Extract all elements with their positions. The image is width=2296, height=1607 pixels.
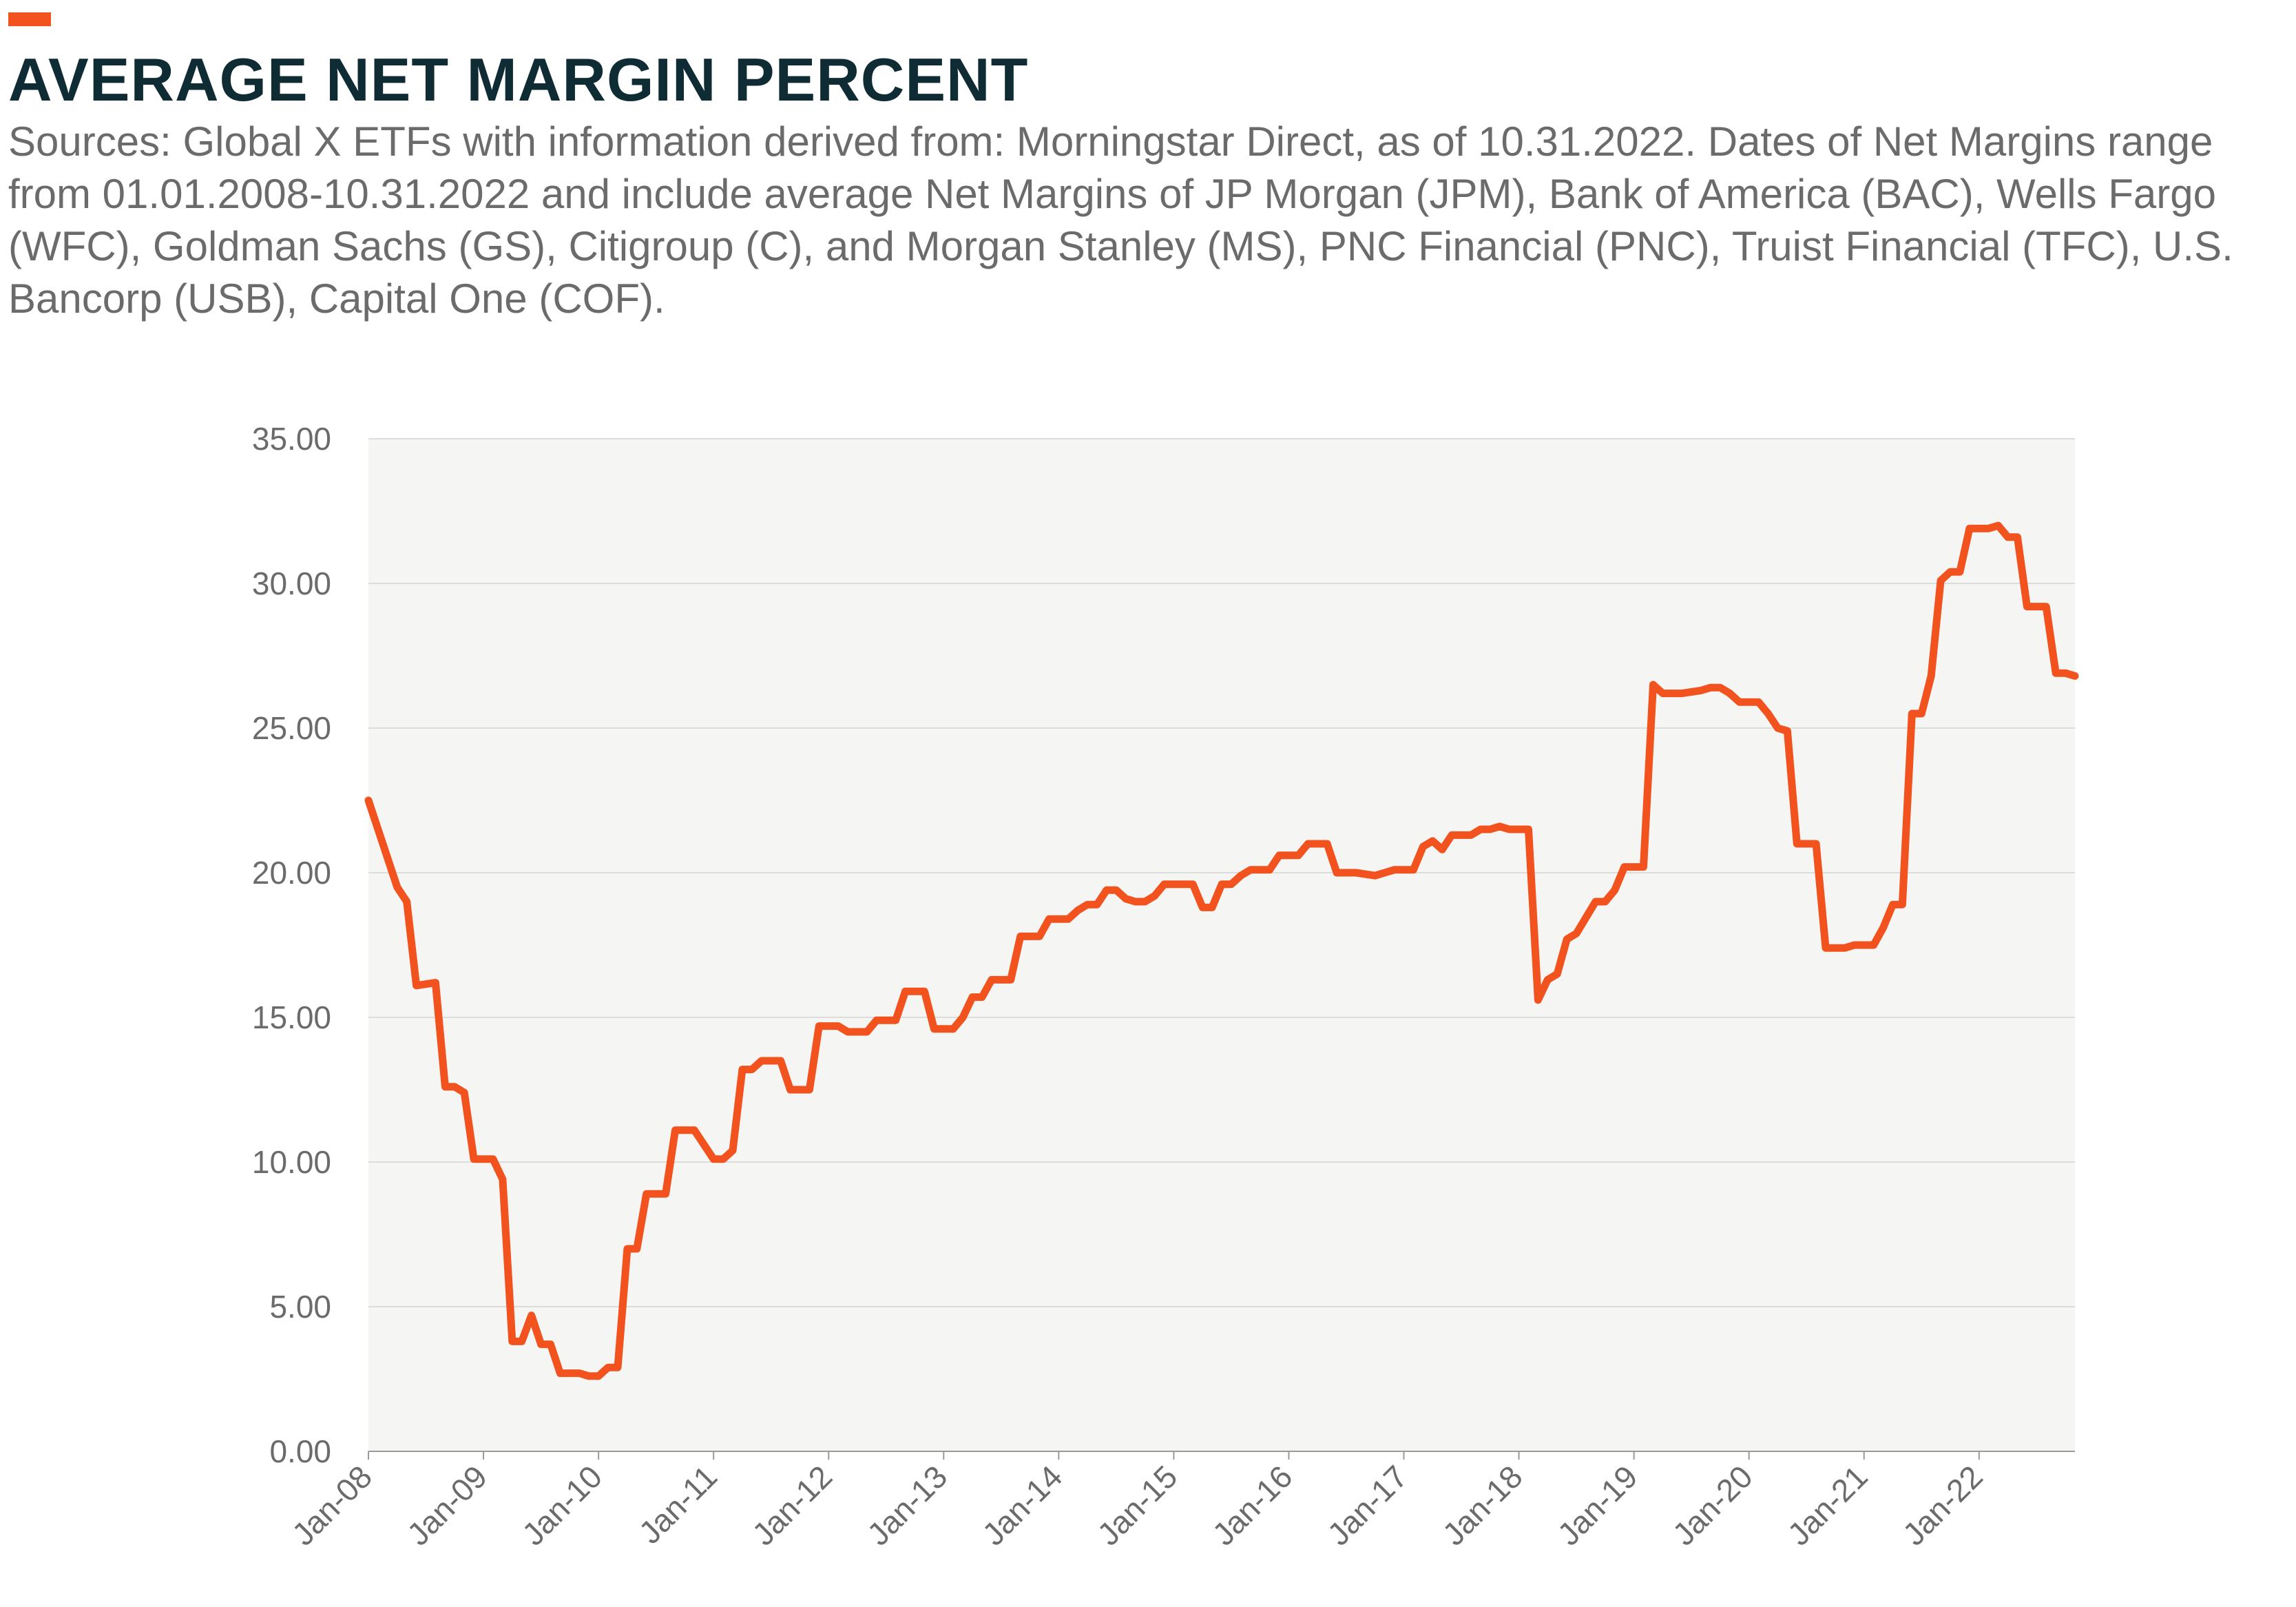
data-point — [1892, 904, 1893, 905]
data-point — [1729, 693, 1730, 694]
data-point — [1010, 979, 1011, 980]
y-axis: 0.00 5.00 10.00 15.00 20.00 25.00 30.00 35.00 — [252, 421, 331, 1469]
data-point — [2046, 606, 2047, 607]
x-tick-label: Jan-09 — [400, 1458, 494, 1552]
data-point — [1509, 829, 1510, 830]
data-point — [1576, 933, 1577, 934]
data-point — [1202, 907, 1203, 908]
data-point — [1049, 919, 1050, 920]
data-point — [636, 1249, 637, 1250]
data-point — [1154, 895, 1155, 896]
data-point — [1212, 907, 1213, 908]
series-layer — [364, 521, 2079, 1380]
x-tick-label: Jan-16 — [1205, 1458, 1299, 1552]
x-tick-label: Jan-15 — [1090, 1458, 1184, 1552]
data-point — [1394, 869, 1395, 870]
data-point — [1969, 528, 1970, 529]
data-point — [751, 1069, 752, 1070]
data-point — [1480, 829, 1481, 830]
data-point — [1739, 702, 1740, 703]
data-point — [1499, 826, 1500, 827]
x-tick-label: Jan-17 — [1320, 1458, 1414, 1552]
data-point — [608, 1367, 609, 1368]
data-point — [905, 991, 906, 992]
data-point — [895, 1020, 896, 1021]
data-point — [416, 985, 417, 986]
data-point — [1097, 904, 1098, 905]
data-point — [550, 1344, 551, 1345]
x-tick-label: Jan-20 — [1666, 1458, 1760, 1552]
data-point — [953, 1028, 954, 1029]
x-tick-label: Jan-22 — [1896, 1458, 1990, 1552]
data-point — [435, 982, 436, 983]
y-tick-label: 30.00 — [252, 566, 331, 601]
chart-subtitle: Sources: Global X ETFs with information … — [8, 118, 2233, 322]
data-point — [876, 1020, 877, 1021]
data-point — [1087, 904, 1088, 905]
x-axis: Jan-08 Jan-09 Jan-10 Jan-11 Jan-12 Jan-13 Jan-… — [285, 1451, 1990, 1553]
x-tick-label: Jan-14 — [975, 1458, 1069, 1552]
y-tick-label: 35.00 — [252, 421, 331, 457]
data-point — [1758, 702, 1759, 703]
data-point — [531, 1315, 532, 1316]
data-point — [1020, 936, 1021, 937]
data-point — [1106, 890, 1107, 891]
chart-title: AVERAGE NET MARGIN PERCENT — [8, 45, 1029, 114]
data-point — [1279, 855, 1280, 856]
data-point — [1787, 731, 1788, 732]
data-point — [991, 979, 992, 980]
data-point — [1432, 840, 1433, 841]
x-tick-label: Jan-12 — [745, 1458, 839, 1552]
y-tick-label: 0.00 — [269, 1433, 331, 1469]
x-tick-label: Jan-13 — [860, 1458, 954, 1552]
data-point — [1471, 835, 1472, 836]
x-tick-label: Jan-21 — [1781, 1458, 1875, 1552]
gridlines — [368, 438, 2075, 1307]
data-point — [1269, 869, 1270, 870]
data-point — [2065, 673, 2066, 674]
data-point — [1442, 849, 1443, 850]
data-point — [1068, 919, 1069, 920]
series-line — [364, 521, 2079, 1380]
y-tick-label: 5.00 — [269, 1289, 331, 1325]
x-tick-label: Jan-18 — [1435, 1458, 1529, 1552]
data-point — [1777, 728, 1778, 729]
data-point — [1547, 979, 1548, 980]
x-tick-label: Jan-19 — [1550, 1458, 1644, 1552]
data-point — [1902, 904, 1903, 905]
data-point — [464, 1092, 465, 1093]
data-point — [934, 1028, 935, 1029]
y-tick-label: 25.00 — [252, 710, 331, 746]
x-tick-label: Jan-10 — [515, 1458, 609, 1552]
y-tick-label: 15.00 — [252, 999, 331, 1035]
data-point — [866, 1032, 867, 1033]
plot-area — [368, 439, 2075, 1451]
y-tick-label: 20.00 — [252, 855, 331, 891]
data-point — [1413, 869, 1414, 870]
data-point — [521, 1341, 522, 1342]
data-point — [1039, 936, 1040, 937]
data-point — [1557, 974, 1558, 975]
data-point — [1873, 945, 1874, 946]
data-point — [1614, 890, 1615, 891]
data-point — [1240, 875, 1241, 876]
data-point — [445, 1086, 446, 1087]
data-point — [1528, 829, 1529, 830]
x-tick-label: Jan-08 — [285, 1458, 379, 1552]
data-point — [1250, 869, 1251, 870]
accent-bar — [8, 12, 51, 26]
data-point — [502, 1179, 503, 1180]
data-point — [368, 800, 369, 801]
data-point — [1988, 528, 1989, 529]
data-point — [1298, 855, 1299, 856]
y-tick-label: 10.00 — [252, 1144, 331, 1180]
data-point — [1701, 690, 1702, 691]
data-point — [1662, 693, 1663, 694]
data-point — [924, 991, 925, 992]
x-tick-label: Jan-11 — [632, 1458, 724, 1551]
data-point — [1125, 898, 1126, 899]
data-point — [1854, 945, 1855, 946]
